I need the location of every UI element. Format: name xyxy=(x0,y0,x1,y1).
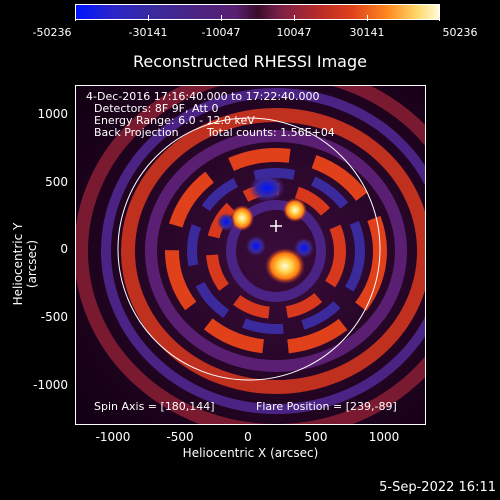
flare-position-marker xyxy=(270,220,282,232)
y-tick-label: 500 xyxy=(45,175,68,189)
info-method: Back Projection xyxy=(94,126,179,139)
x-tick-label: -1000 xyxy=(95,430,131,444)
colorbar-tick-mark xyxy=(294,15,295,21)
info-detectors: Detectors: 8F 9F, Att 0 xyxy=(94,102,219,115)
colorbar-tick-label: 10047 xyxy=(276,26,312,39)
x-tick-label: 500 xyxy=(304,430,328,444)
plot-title: Reconstructed RHESSI Image xyxy=(133,52,367,71)
colorbar-tick-mark xyxy=(367,15,368,21)
cold-spot xyxy=(249,174,285,202)
info-energy: Energy Range: 6.0 - 12.0 keV xyxy=(94,114,255,127)
colorbar-tick-mark xyxy=(439,15,440,21)
x-tick-label: -500 xyxy=(166,430,194,444)
colorbar-tick-label: 50236 xyxy=(442,26,478,39)
ring xyxy=(145,130,407,372)
hot-spot xyxy=(230,205,254,231)
y-axis-label: Heliocentric Y (arcsec) xyxy=(11,222,39,306)
colorbar-tick-label: -30141 xyxy=(128,26,168,39)
solar-limb-circle xyxy=(117,117,381,381)
timestamp: 5-Sep-2022 16:11 xyxy=(379,480,496,495)
cold-spot xyxy=(246,236,266,256)
y-tick-label: -1000 xyxy=(33,378,68,392)
cold-spot xyxy=(217,213,235,231)
x-tick-label: 0 xyxy=(244,430,252,444)
ring xyxy=(76,86,425,424)
hot-spot xyxy=(265,248,305,284)
image-plot: 4-Dec-2016 17:16:40.000 to 17:22:40.000 … xyxy=(75,85,426,425)
info-counts: Total counts: 1.56E+04 xyxy=(207,126,335,139)
x-tick-label: 1000 xyxy=(368,430,400,444)
colorbar-tick-mark xyxy=(75,15,76,21)
image-svg xyxy=(76,86,425,424)
ring xyxy=(101,88,425,414)
colorbar xyxy=(75,4,440,20)
cold-spot xyxy=(294,238,314,258)
colorbar-tick-label: -50236 xyxy=(32,26,72,39)
spin-axis-label: Spin Axis = [180,144] xyxy=(94,400,215,413)
ring xyxy=(187,168,365,334)
hot-spot xyxy=(283,198,307,222)
colorbar-tick-label: 30141 xyxy=(349,26,385,39)
info-time-range: 4-Dec-2016 17:16:40.000 to 17:22:40.000 xyxy=(86,90,320,103)
y-tick-label: -500 xyxy=(40,310,68,324)
ring xyxy=(121,108,425,394)
ring xyxy=(226,200,326,302)
colorbar-tick-mark xyxy=(148,15,149,21)
y-tick-label: 0 xyxy=(60,242,68,256)
colorbar-tick-mark xyxy=(221,15,222,21)
colorbar-tick-label: -10047 xyxy=(201,26,241,39)
flare-position-label: Flare Position = [239,-89] xyxy=(256,400,397,413)
y-tick-label: 1000 xyxy=(37,107,68,121)
x-axis-label: Heliocentric X (arcsec) xyxy=(182,446,319,460)
